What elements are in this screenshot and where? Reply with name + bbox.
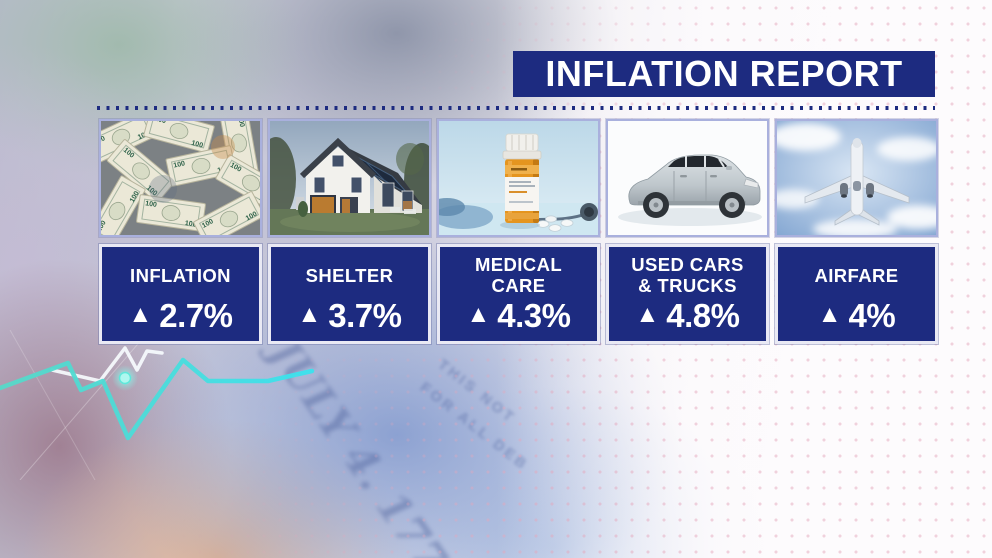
card-shelter: SHELTER ▲ 3.7% [268,119,431,344]
pill-bottle-photo [439,121,598,235]
inflation-report-banner: INFLATION REPORT [513,51,935,97]
up-triangle-icon: ▲ [297,300,322,328]
car-photo [608,121,767,235]
shelter-photo-frame [268,119,431,237]
category-label: MEDICAL CARE [474,254,563,296]
category-label: INFLATION [130,264,231,286]
dotted-divider [97,106,935,110]
house-photo [270,121,429,235]
category-label: AIRFARE [814,264,899,286]
used-cars-stat-box: USED CARS & TRUCKS ▲ 4.8% [606,244,769,344]
medical-photo-frame [437,119,600,237]
money-photo: 100 100 [101,121,260,235]
category-label: SHELTER [305,264,394,286]
category-cards-row: 100 100 [99,119,938,344]
stat-value-row: ▲ 2.7% [104,299,257,332]
stat-value-row: ▲ 4.8% [611,299,764,332]
banner-title: INFLATION REPORT [545,53,903,94]
stat-value-row: ▲ 4% [780,299,933,332]
car-photo-frame [606,119,769,237]
up-triangle-icon: ▲ [466,300,491,328]
up-triangle-icon: ▲ [635,300,660,328]
card-medical-care: MEDICAL CARE ▲ 4.3% [437,119,600,344]
up-triangle-icon: ▲ [817,300,842,328]
percent-value: 4.8% [666,297,740,334]
card-inflation: 100 100 [99,119,262,344]
stat-value-row: ▲ 3.7% [273,299,426,332]
category-label: USED CARS & TRUCKS [631,254,744,296]
up-triangle-icon: ▲ [128,300,153,328]
inflation-photo-frame: 100 100 [99,119,262,237]
airplane-photo [777,121,936,235]
airfare-photo-frame [775,119,938,237]
shelter-stat-box: SHELTER ▲ 3.7% [268,244,431,344]
percent-value: 3.7% [328,297,402,334]
stat-value-row: ▲ 4.3% [442,299,595,332]
card-used-cars-trucks: USED CARS & TRUCKS ▲ 4.8% [606,119,769,344]
percent-value: 4% [848,297,896,334]
medical-stat-box: MEDICAL CARE ▲ 4.3% [437,244,600,344]
percent-value: 4.3% [497,297,571,334]
airfare-stat-box: AIRFARE ▲ 4% [775,244,938,344]
percent-value: 2.7% [159,297,233,334]
inflation-stat-box: INFLATION ▲ 2.7% [99,244,262,344]
card-airfare: AIRFARE ▲ 4% [775,119,938,344]
